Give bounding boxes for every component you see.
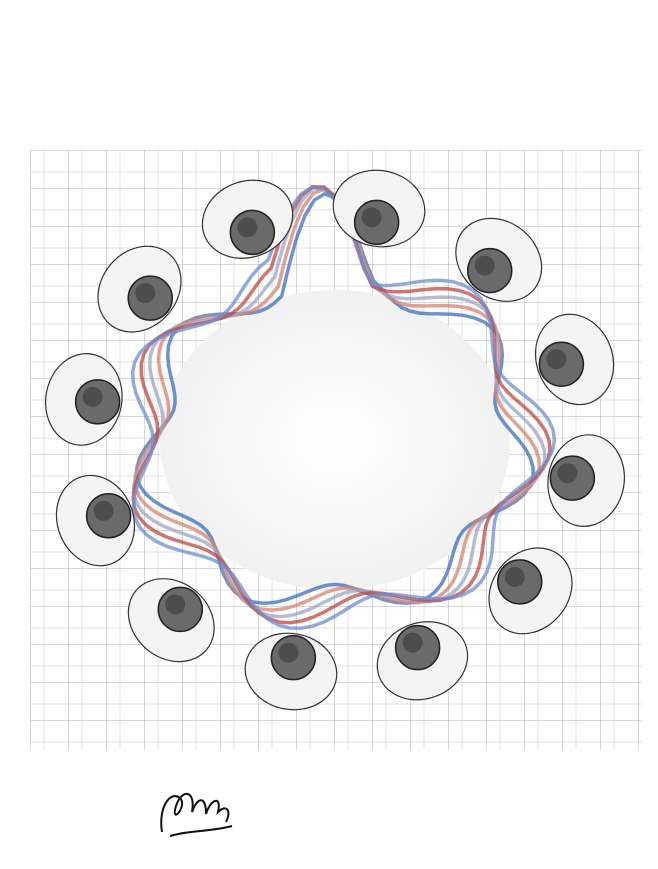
signature	[160, 793, 233, 837]
figure	[97, 245, 182, 333]
figure	[488, 547, 573, 635]
figure-hair	[504, 566, 525, 587]
figure-hair	[557, 463, 578, 484]
figure	[455, 217, 543, 302]
figure	[201, 179, 294, 259]
figure-hair	[237, 217, 258, 238]
figure-hair	[82, 386, 103, 407]
figure	[127, 578, 215, 663]
figure-hair	[278, 642, 299, 663]
figure	[244, 632, 338, 711]
figure	[55, 474, 136, 567]
figure-hair	[135, 283, 156, 304]
ribbon	[130, 185, 557, 631]
figure	[332, 169, 426, 248]
figure	[376, 621, 469, 701]
figure-hair	[165, 594, 186, 615]
figures	[44, 169, 626, 711]
figure-hair	[474, 255, 495, 276]
figure	[534, 313, 615, 406]
figure-hair	[361, 207, 382, 228]
floor-center	[160, 290, 510, 590]
figure	[547, 434, 626, 527]
figure	[44, 353, 123, 446]
ribbons	[130, 184, 557, 631]
figure-hair	[402, 632, 423, 653]
figure-hair	[93, 500, 114, 521]
figure-hair	[546, 349, 567, 370]
ribbon	[135, 191, 535, 606]
